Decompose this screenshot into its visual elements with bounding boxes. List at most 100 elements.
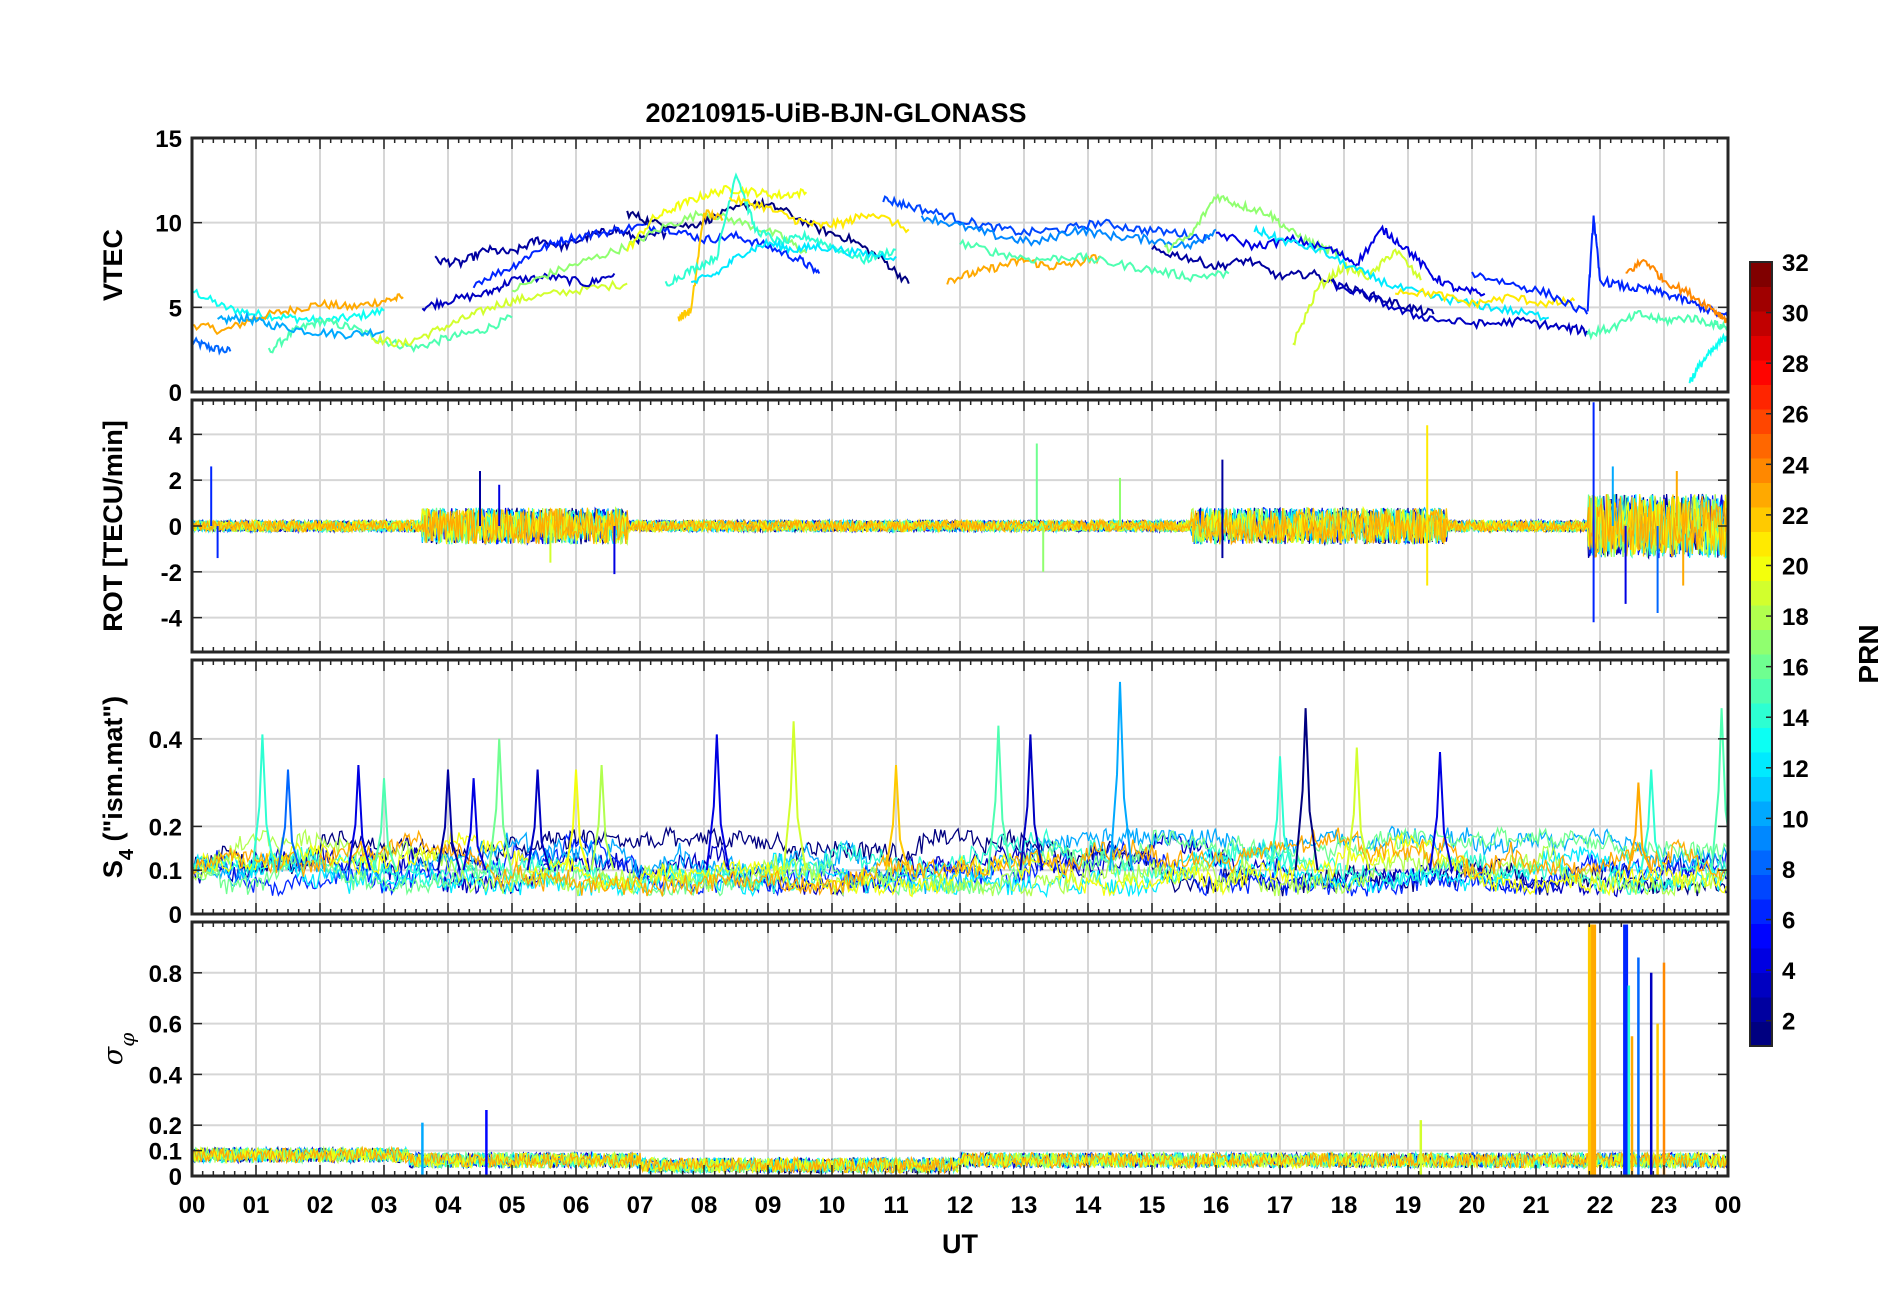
s4-peak bbox=[1429, 751, 1453, 871]
rot-series-prn-23 bbox=[192, 494, 1728, 558]
s4-peak bbox=[277, 769, 301, 871]
vtec-pass-prn-22 bbox=[677, 208, 724, 322]
s4-peak bbox=[526, 769, 551, 871]
colorbar-segment bbox=[1750, 923, 1772, 949]
x-tick-label: 00 bbox=[179, 1192, 206, 1219]
y-tick-label: 10 bbox=[155, 211, 182, 238]
colorbar-segment bbox=[1750, 752, 1772, 777]
panel-vtec: 0 5 10 15 VTEC bbox=[98, 126, 1730, 407]
vtec-pass-prn-4 bbox=[1215, 224, 1486, 297]
colorbar-segment bbox=[1750, 482, 1772, 508]
s4-peak bbox=[462, 778, 487, 871]
x-tick-label: 04 bbox=[435, 1192, 462, 1219]
x-tick-label: 01 bbox=[243, 1192, 270, 1219]
y-tick-label: 2 bbox=[169, 468, 182, 495]
colorbar-tick-label: 24 bbox=[1782, 452, 1809, 479]
vtec-pass-prn-21 bbox=[1394, 287, 1576, 310]
x-tick-label: 06 bbox=[563, 1192, 590, 1219]
y-tick-label: 0.2 bbox=[149, 1113, 182, 1140]
colorbar-segment bbox=[1750, 605, 1772, 630]
x-tick-label: 22 bbox=[1587, 1192, 1614, 1219]
s4-peak bbox=[1109, 681, 1133, 871]
colorbar-tick-label: 18 bbox=[1782, 604, 1809, 631]
s4-peak bbox=[590, 765, 615, 871]
vtec-pass-prn-1 bbox=[626, 196, 910, 284]
s4-peak bbox=[987, 725, 1012, 871]
colorbar-tick-label: 4 bbox=[1782, 958, 1796, 985]
colorbar-segment bbox=[1750, 580, 1772, 606]
s4-series-prn-20 bbox=[192, 829, 1727, 898]
vtec-pass-prn-13 bbox=[192, 288, 385, 327]
vtec-pass-prn-12 bbox=[1253, 224, 1550, 322]
s4-peak bbox=[1019, 734, 1044, 871]
vtec-pass-prn-17 bbox=[1164, 193, 1345, 260]
colorbar-label: PRN bbox=[1853, 624, 1884, 683]
y-axis-label: S4 ("ism.mat") bbox=[98, 696, 138, 878]
y-tick-label: -4 bbox=[161, 606, 183, 633]
colorbar-segment bbox=[1750, 1021, 1772, 1047]
colorbar-segment bbox=[1750, 678, 1772, 704]
colorbar-segment bbox=[1750, 727, 1772, 753]
s4-peak bbox=[705, 734, 730, 871]
s4-series-prn-10 bbox=[192, 825, 1727, 894]
colorbar-tick-label: 22 bbox=[1782, 503, 1809, 530]
x-tick-label: 11 bbox=[883, 1192, 908, 1219]
colorbar-tick-label: 14 bbox=[1782, 705, 1809, 732]
x-tick-label: 10 bbox=[819, 1192, 846, 1219]
y-tick-label: 5 bbox=[169, 295, 182, 322]
data-layer bbox=[192, 172, 1728, 384]
panel-s4: 0 0.1 0.2 0.4 S4 ("ism.mat") bbox=[98, 658, 1730, 929]
vtec-pass-prn-13 bbox=[1688, 332, 1728, 384]
vtec-pass-prn-23 bbox=[192, 293, 404, 336]
y-tick-label: 0.1 bbox=[149, 1139, 182, 1166]
x-tick-label: 15 bbox=[1139, 1192, 1166, 1219]
x-tick-label: 12 bbox=[947, 1192, 974, 1219]
colorbar-segment bbox=[1750, 311, 1772, 336]
colorbar-segment bbox=[1750, 384, 1772, 410]
vtec-pass-prn-14 bbox=[664, 172, 897, 287]
y-axis-label: VTEC bbox=[98, 229, 128, 301]
x-tick-label: 20 bbox=[1459, 1192, 1486, 1219]
colorbar-segment bbox=[1750, 654, 1772, 679]
x-tick-label: 17 bbox=[1267, 1192, 1294, 1219]
colorbar-tick-label: 12 bbox=[1782, 756, 1809, 783]
x-tick-label: 03 bbox=[371, 1192, 398, 1219]
y-axis-label: ROT [TECU/min] bbox=[98, 420, 128, 631]
colorbar-segment bbox=[1750, 801, 1772, 826]
vtec-pass-prn-7 bbox=[882, 195, 1211, 244]
x-tick-label: 23 bbox=[1651, 1192, 1678, 1219]
x-tick-label: 00 bbox=[1715, 1192, 1742, 1219]
colorbar-segment bbox=[1750, 458, 1772, 483]
colorbar-tick-label: 20 bbox=[1782, 553, 1809, 580]
colorbar-segment bbox=[1750, 262, 1772, 287]
y-tick-label: 4 bbox=[169, 422, 183, 449]
colorbar-tick-label: 16 bbox=[1782, 655, 1809, 682]
colorbar-tick-label: 28 bbox=[1782, 351, 1809, 378]
colorbar-tick-label: 10 bbox=[1782, 806, 1809, 833]
y-tick-label: 0.4 bbox=[149, 727, 183, 754]
colorbar-segment bbox=[1750, 997, 1772, 1022]
s4-peak bbox=[1269, 756, 1293, 871]
s4-peak bbox=[251, 734, 276, 871]
sigma-series-prn-20 bbox=[192, 1146, 1728, 1175]
colorbar-tick-label: 32 bbox=[1782, 250, 1809, 277]
colorbar-segment bbox=[1750, 335, 1772, 361]
colorbar-segment bbox=[1750, 850, 1772, 875]
vtec-pass-prn-9 bbox=[920, 213, 1217, 251]
colorbar-segment bbox=[1750, 899, 1772, 924]
x-tick-label: 08 bbox=[691, 1192, 718, 1219]
vtec-pass-prn-17 bbox=[511, 209, 808, 293]
vtec-pass-prn-12 bbox=[690, 237, 897, 285]
colorbar-segment bbox=[1750, 629, 1772, 655]
x-tick-label: 19 bbox=[1395, 1192, 1422, 1219]
x-tick-label: 13 bbox=[1011, 1192, 1038, 1219]
colorbar-segment bbox=[1750, 507, 1772, 532]
chart-title: 20210915-UiB-BJN-GLONASS bbox=[645, 98, 1026, 128]
x-tick-label: 09 bbox=[755, 1192, 782, 1219]
colorbar-segment bbox=[1750, 874, 1772, 900]
s4-peak bbox=[1345, 747, 1370, 871]
s4-series-prn-16 bbox=[192, 826, 1727, 898]
colorbar-tick-label: 6 bbox=[1782, 908, 1795, 935]
vtec-pass-prn-8 bbox=[192, 336, 232, 356]
